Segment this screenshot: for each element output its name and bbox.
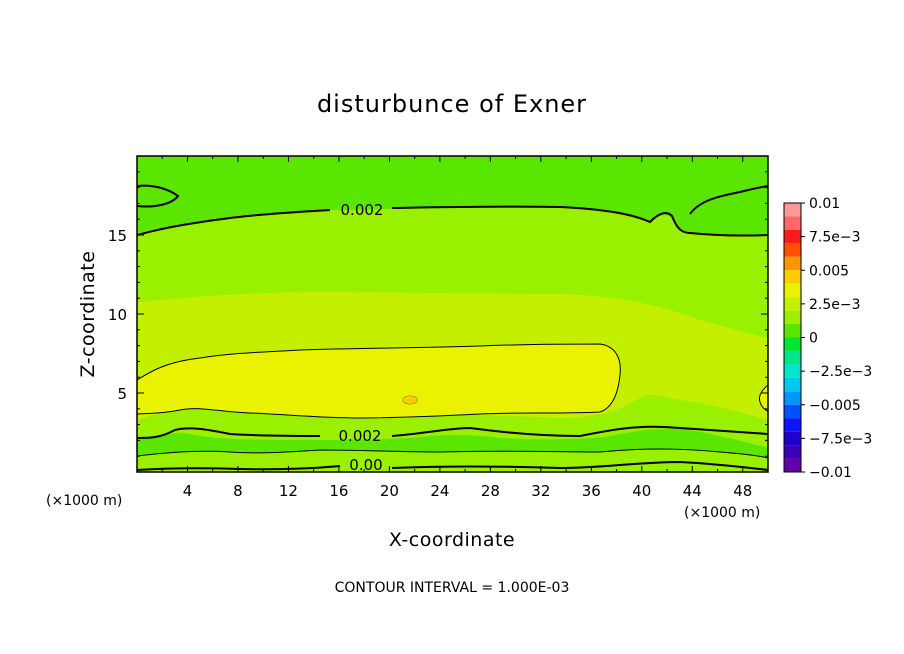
- colorbar-label: 0: [809, 331, 818, 347]
- contour-0.001-lower: [137, 448, 768, 459]
- contour-0.002-upper: [137, 205, 768, 237]
- colorbar-swatch: [784, 350, 801, 365]
- colorbar-label: 0.01: [809, 196, 840, 212]
- plot-area: 0.002 0.002 0.00: [136, 155, 769, 474]
- y-tick-label: 15: [108, 227, 127, 245]
- contour-label-upper: 0.002: [341, 201, 384, 219]
- colorbar-swatch: [784, 324, 801, 338]
- contour-label-lower: 0.002: [339, 427, 382, 445]
- x-tick-label: 40: [632, 482, 651, 500]
- colorbar-label: −0.01: [809, 465, 852, 481]
- contour-label-bottom: 0.00: [349, 456, 382, 474]
- colorbar-swatch: [784, 256, 801, 271]
- colorbar-label: −2.5e−3: [809, 364, 872, 380]
- colorbar-swatch: [784, 283, 801, 298]
- colorbar-label: −0.005: [809, 398, 861, 414]
- colorbar-swatch: [784, 458, 801, 472]
- x-axis-ticks: 4 8 12 16 20 24 28 32 36 40 44 48: [161, 156, 752, 500]
- contour-0.003: [137, 343, 621, 419]
- colorbar-swatch: [784, 445, 801, 459]
- colorbar-swatch: [784, 229, 801, 244]
- x-tick-label: 48: [733, 482, 752, 500]
- x-tick-label: 28: [481, 482, 500, 500]
- y-tick-label: 10: [108, 306, 127, 324]
- y-axis-label: Z-coordinate: [77, 251, 99, 378]
- x-tick-label: 32: [531, 482, 550, 500]
- colorbar-swatch: [784, 337, 801, 351]
- contour-0.003-right: [759, 384, 768, 412]
- contour-interval-note: CONTOUR INTERVAL = 1.000E-03: [335, 580, 570, 596]
- colorbar-swatch: [784, 203, 801, 217]
- colorbar-swatch: [784, 404, 801, 419]
- contour-0.001-island-right: [689, 185, 768, 215]
- colorbar-swatch: [784, 391, 801, 405]
- band-0.004: [137, 344, 621, 418]
- colorbar-label: 7.5e−3: [809, 230, 861, 246]
- chart-title: disturbunce of Exner: [317, 90, 587, 118]
- colorbar-swatch: [784, 377, 801, 392]
- colorbar-label: 2.5e−3: [809, 297, 861, 313]
- x-tick-label: 8: [233, 482, 243, 500]
- x-tick-label: 44: [683, 482, 702, 500]
- colorbar-swatch: [784, 310, 801, 325]
- colorbar-swatch: [784, 270, 801, 284]
- colorbar-swatch: [784, 297, 801, 311]
- x-tick-label: 4: [183, 482, 193, 500]
- band-0.004-right: [759, 385, 768, 411]
- colorbar-label: −7.5e−3: [809, 431, 872, 447]
- y-axis-ticks: 5 10 15: [108, 171, 768, 457]
- y-tick-label: 5: [117, 385, 127, 403]
- colorbar-swatch: [784, 243, 801, 257]
- band-0.005-spot: [403, 396, 417, 404]
- colorbar-label: 0.005: [809, 263, 849, 279]
- colorbar-swatch: [784, 418, 801, 432]
- x-tick-label: 24: [430, 482, 449, 500]
- x-unit-left: (×1000 m): [46, 493, 122, 509]
- colorbar-swatch: [784, 431, 801, 446]
- x-tick-label: 36: [582, 482, 601, 500]
- x-tick-label: 16: [329, 482, 348, 500]
- colorbar-swatch: [784, 216, 801, 230]
- colorbar: 0.01 7.5e−3 0.005 2.5e−3 0 −2.5e−3 −0.005 −7.5e…: [783, 196, 872, 481]
- contour-0.002-lower: [137, 425, 768, 439]
- contour-0.000-lower: [137, 460, 768, 471]
- x-axis-label: X-coordinate: [389, 529, 515, 551]
- x-unit-right: (×1000 m): [684, 505, 760, 521]
- x-tick-label: 12: [279, 482, 298, 500]
- contour-0.001-island-left: [137, 184, 180, 208]
- x-tick-label: 20: [380, 482, 399, 500]
- colorbar-swatch: [784, 364, 801, 378]
